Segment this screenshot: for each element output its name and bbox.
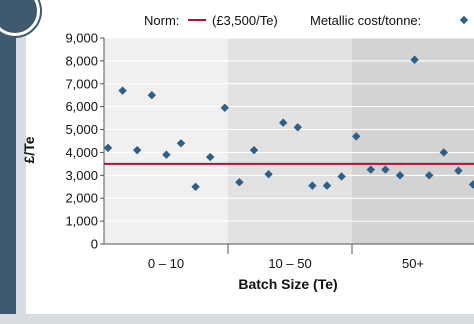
- y-axis-title: £/Te: [21, 136, 37, 163]
- data-point: [293, 123, 302, 132]
- data-point: [468, 180, 474, 189]
- data-point: [206, 152, 215, 162]
- x-axis-title: Batch Size (Te): [238, 276, 337, 292]
- legend-series-label: Metallic cost/tonne:: [310, 13, 421, 28]
- band-2: [352, 38, 474, 244]
- x-group-label: 10 – 50: [268, 256, 311, 271]
- data-point: [103, 143, 113, 153]
- band-1: [228, 38, 352, 244]
- y-tick-label: 0: [91, 237, 98, 252]
- frame-bottom-bar: [0, 314, 474, 324]
- y-tick-label: 6,000: [65, 99, 98, 114]
- y-tick-label: 3,000: [65, 168, 98, 183]
- grid-lines: [100, 37, 474, 245]
- data-point: [308, 181, 317, 190]
- y-tick-label: 1,000: [65, 214, 98, 229]
- data-points: [103, 55, 474, 191]
- data-point: [395, 171, 405, 180]
- x-group-label: 50+: [402, 256, 424, 271]
- legend: Norm: (£3,500/Te) Metallic cost/tonne:: [144, 13, 469, 28]
- x-group-labels: 0 – 10 10 – 50 50+: [148, 256, 424, 271]
- data-point: [133, 145, 142, 155]
- y-tick-label: 8,000: [65, 53, 98, 68]
- legend-norm-label: Norm:: [144, 13, 179, 28]
- band-0: [104, 38, 228, 244]
- axes: [103, 38, 474, 254]
- data-point: [381, 165, 390, 174]
- data-point: [279, 118, 288, 127]
- y-tick-label: 5,000: [65, 122, 98, 137]
- data-point: [147, 91, 156, 100]
- data-point: [235, 178, 244, 187]
- y-tick-label: 7,000: [65, 76, 98, 91]
- data-point: [439, 148, 448, 157]
- frame-left-bar: [0, 0, 16, 324]
- y-tick-labels: 0 1,000 2,000 3,000 4,000 5,000 6,000 7,000 8,00…: [65, 31, 98, 252]
- legend-series-marker: [459, 15, 469, 25]
- data-point: [352, 132, 361, 141]
- legend-norm-value: (£3,500/Te): [212, 13, 278, 28]
- x-group-label: 0 – 10: [148, 256, 184, 271]
- data-point: [176, 139, 186, 148]
- data-point: [337, 172, 346, 181]
- y-tick-label: 2,000: [65, 191, 98, 206]
- data-point: [191, 182, 200, 191]
- data-point: [220, 103, 229, 113]
- y-tick-label: 9,000: [65, 31, 98, 46]
- data-point: [454, 166, 463, 175]
- data-point: [118, 86, 127, 95]
- batch-size-bands: [104, 38, 474, 244]
- data-point: [249, 145, 259, 155]
- frame-left-margin: [16, 0, 26, 324]
- data-point: [410, 55, 419, 64]
- data-point: [162, 150, 171, 159]
- data-point: [322, 181, 332, 190]
- data-point: [366, 165, 375, 174]
- y-tick-label: 4,000: [65, 145, 98, 160]
- data-point: [425, 171, 434, 180]
- data-point: [264, 169, 273, 179]
